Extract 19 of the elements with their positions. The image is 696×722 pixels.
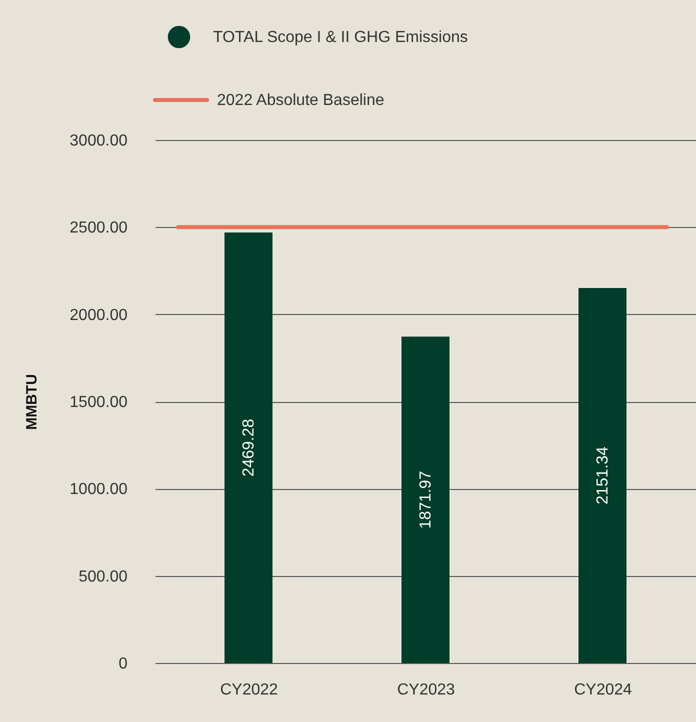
bar bbox=[578, 288, 626, 663]
legend-label: TOTAL Scope I & II GHG Emissions bbox=[213, 29, 468, 46]
bar bbox=[224, 232, 272, 663]
data-label: 2469.28 bbox=[240, 418, 258, 477]
bar bbox=[402, 336, 450, 663]
y-tick-label: 500.00 bbox=[78, 568, 128, 586]
y-tick-label: 0 bbox=[118, 656, 128, 672]
data-label: 2151.34 bbox=[594, 446, 612, 504]
y-tick-label: 2000.00 bbox=[70, 306, 128, 324]
x-tick-label: CY2023 bbox=[397, 682, 456, 698]
y-tick-label: 3000.00 bbox=[70, 132, 128, 150]
y-tick-label: 1000.00 bbox=[70, 481, 128, 498]
y-tick-label: 1500.00 bbox=[70, 394, 128, 411]
y-tick-label: 2500.00 bbox=[70, 220, 128, 237]
data-label: 1871.97 bbox=[418, 470, 434, 529]
legend-label: 2022 Absolute Baseline bbox=[217, 92, 384, 109]
x-tick-label: CY2022 bbox=[220, 682, 278, 698]
x-tick-label: CY2024 bbox=[574, 682, 632, 698]
y-axis-title: MMBTU bbox=[24, 374, 41, 430]
